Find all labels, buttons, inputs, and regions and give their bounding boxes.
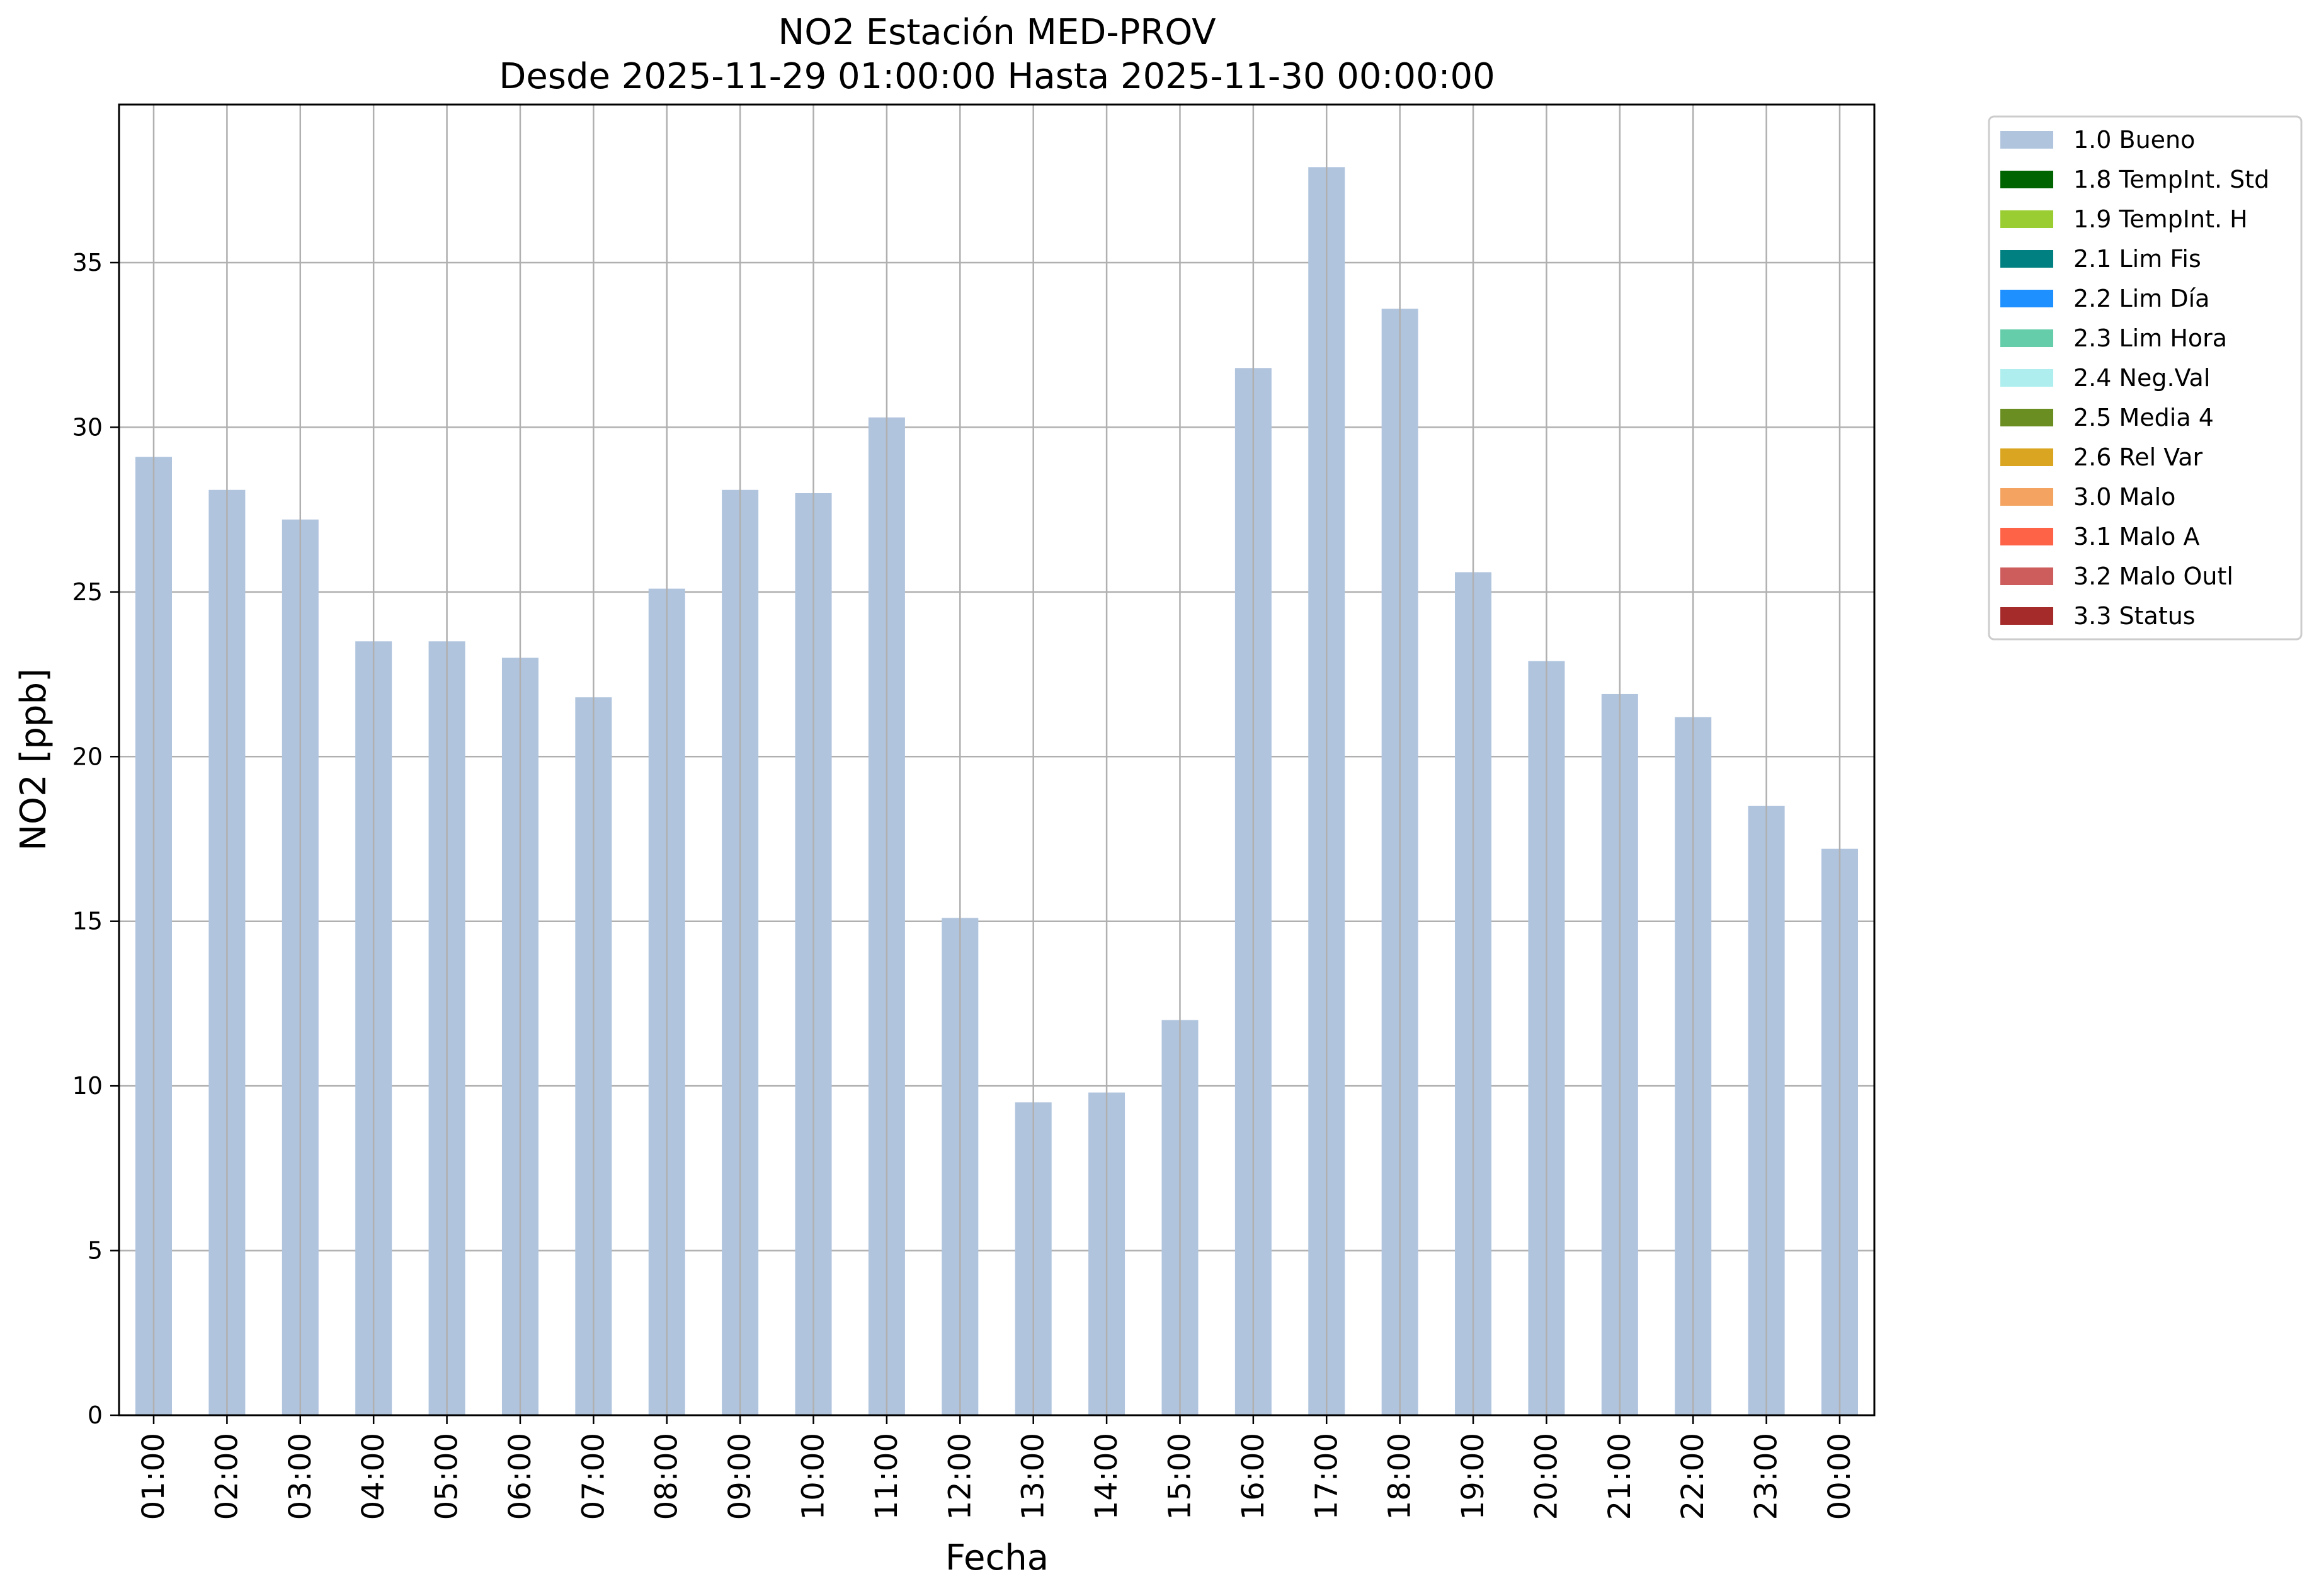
legend-swatch (2000, 448, 2053, 466)
x-tick-label: 10:00 (796, 1433, 831, 1520)
legend-label: 2.6 Rel Var (2073, 443, 2203, 471)
y-tick-label: 25 (72, 578, 103, 606)
legend-swatch (2000, 409, 2053, 426)
x-axis-ticks: 01:00 02:00 03:00 04:00 05:00 06:00 07:00 08:00… (136, 1415, 1857, 1520)
legend: 1.0 Bueno 1.8 TempInt. Std 1.9 TempInt. H 2… (1988, 115, 2303, 641)
legend-swatch (2000, 488, 2053, 506)
bars (135, 167, 1858, 1416)
legend-box (1988, 115, 2303, 641)
y-axis-ticks: 0 5 10 15 20 25 30 35 (72, 249, 119, 1429)
x-tick-label: 08:00 (649, 1433, 685, 1520)
x-tick-label: 16:00 (1236, 1433, 1271, 1520)
x-tick-label: 21:00 (1602, 1433, 1638, 1520)
legend-swatch (2000, 250, 2053, 268)
legend-label: 1.8 TempInt. Std (2073, 166, 2269, 193)
x-tick-label: 05:00 (430, 1433, 465, 1520)
x-axis-label: Fecha (945, 1537, 1049, 1578)
legend-swatch (2000, 131, 2053, 149)
x-tick-label: 14:00 (1089, 1433, 1124, 1520)
legend-label: 1.9 TempInt. H (2073, 205, 2248, 233)
y-tick-label: 35 (72, 249, 103, 276)
x-tick-label: 13:00 (1016, 1433, 1051, 1520)
legend-label: 2.4 Neg.Val (2073, 364, 2210, 392)
grid-lines (119, 261, 1874, 1251)
legend-swatch (2000, 329, 2053, 347)
legend-label: 1.0 Bueno (2073, 126, 2195, 154)
y-tick-label: 15 (72, 908, 103, 935)
x-tick-label: 01:00 (136, 1433, 171, 1520)
x-tick-label: 09:00 (722, 1433, 758, 1520)
x-tick-label: 23:00 (1749, 1433, 1784, 1520)
y-tick-label: 10 (72, 1072, 103, 1100)
legend-swatch (2000, 210, 2053, 228)
y-tick-label: 5 (88, 1237, 103, 1265)
chart-subtitle: Desde 2025-11-29 01:00:00 Hasta 2025-11-… (499, 56, 1495, 97)
x-tick-label: 03:00 (283, 1433, 318, 1520)
x-tick-label: 04:00 (356, 1433, 391, 1520)
legend-label: 3.2 Malo Outl (2073, 562, 2233, 590)
legend-swatch (2000, 369, 2053, 387)
legend-swatch (2000, 567, 2053, 585)
legend-label: 2.2 Lim Día (2073, 285, 2209, 312)
x-tick-label: 18:00 (1382, 1433, 1418, 1520)
legend-swatch (2000, 290, 2053, 307)
y-axis-label: NO2 [ppb] (13, 668, 54, 851)
legend-swatch (2000, 528, 2053, 545)
y-tick-label: 0 (88, 1401, 103, 1429)
x-tick-label: 11:00 (869, 1433, 904, 1520)
x-tick-label: 02:00 (209, 1433, 244, 1520)
x-tick-label: 20:00 (1529, 1433, 1564, 1520)
vertical-grid-lines (152, 105, 1841, 1415)
legend-label: 2.3 Lim Hora (2073, 324, 2227, 352)
y-tick-label: 20 (72, 743, 103, 770)
chart-title: NO2 Estación MED-PROV (778, 12, 1216, 53)
legend-swatch (2000, 607, 2053, 625)
legend-label: 3.3 Status (2073, 602, 2196, 630)
x-tick-label: 00:00 (1822, 1433, 1857, 1520)
y-tick-label: 30 (72, 413, 103, 441)
legend-label: 2.5 Media 4 (2073, 404, 2214, 431)
legend-label: 3.0 Malo (2073, 483, 2175, 511)
legend-label: 3.1 Malo A (2073, 523, 2199, 550)
x-tick-label: 07:00 (576, 1433, 611, 1520)
x-tick-label: 17:00 (1309, 1433, 1344, 1520)
x-tick-label: 19:00 (1456, 1433, 1491, 1520)
plot-frame (118, 103, 1876, 1416)
legend-label: 2.1 Lim Fis (2073, 245, 2201, 273)
x-tick-label: 22:00 (1675, 1433, 1711, 1520)
x-tick-label: 06:00 (503, 1433, 538, 1520)
legend-swatch (2000, 171, 2053, 188)
x-tick-label: 12:00 (942, 1433, 977, 1520)
x-tick-label: 15:00 (1162, 1433, 1197, 1520)
